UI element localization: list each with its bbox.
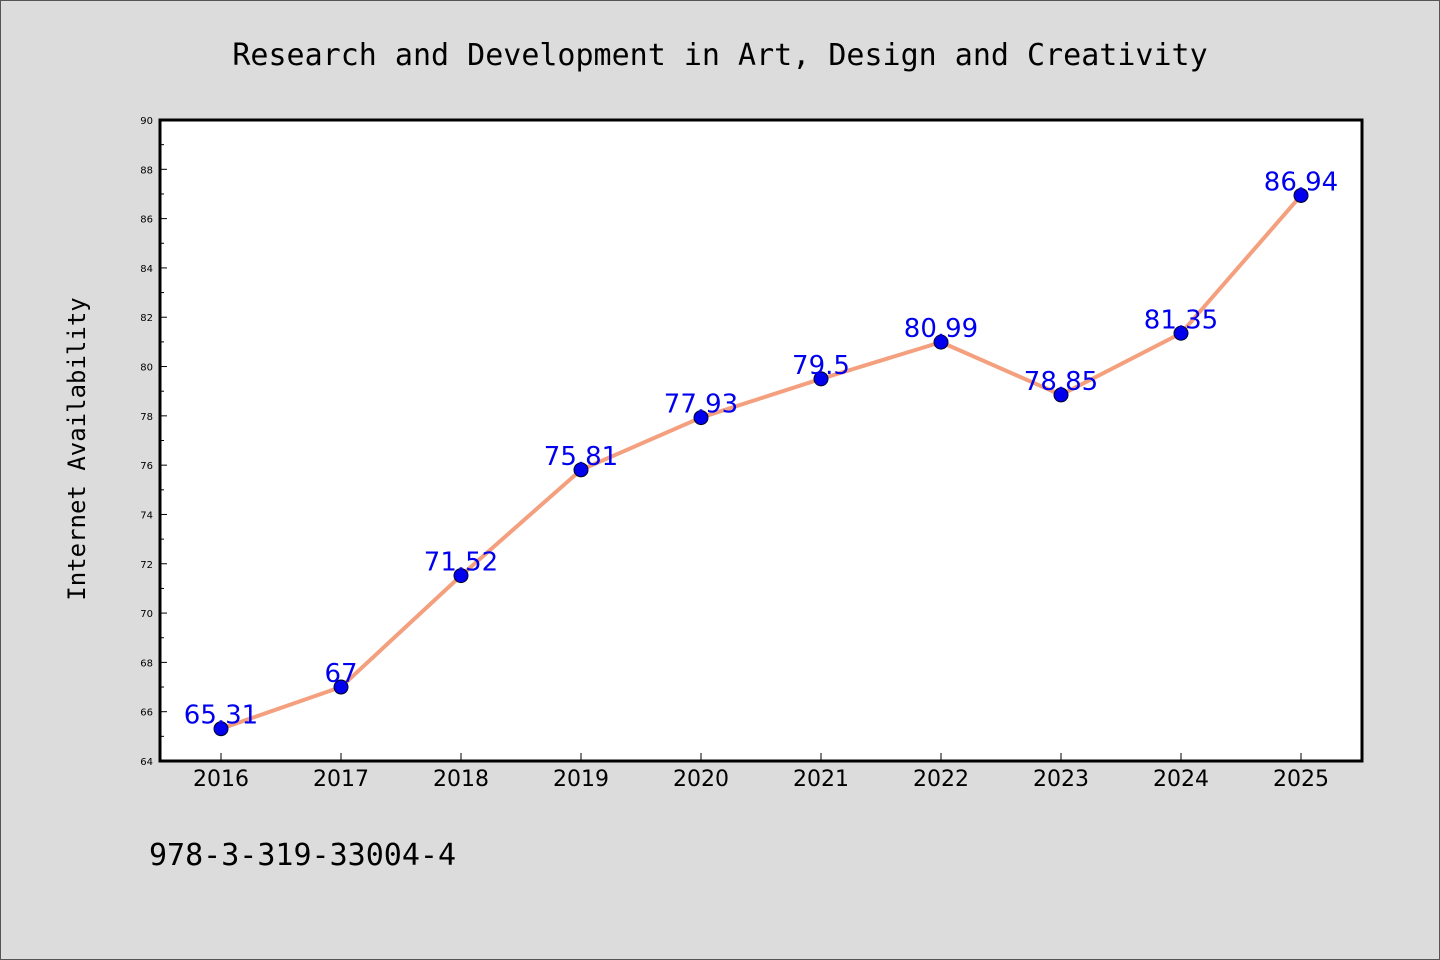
data-label: 79.5 (792, 351, 850, 381)
data-point (1053, 387, 1069, 403)
x-tick-label: 2025 (1273, 767, 1329, 792)
data-label: 65.31 (184, 701, 258, 731)
x-tick-label: 2017 (313, 767, 369, 792)
plot-frame (158, 118, 1364, 763)
data-label: 77.93 (664, 390, 738, 420)
y-axis-label: Internet Availability (63, 297, 91, 600)
data-point (933, 334, 949, 350)
data-label: 78.85 (1024, 367, 1098, 397)
y-tick-label: 72 (140, 560, 153, 571)
data-label: 80.99 (904, 314, 978, 344)
y-tick-label: 82 (140, 313, 153, 324)
x-tick-label: 2019 (553, 767, 609, 792)
y-tick-label: 74 (140, 510, 153, 521)
data-point (1293, 187, 1309, 203)
data-point (813, 371, 829, 387)
series-layer (213, 187, 1309, 737)
y-tick-label: 66 (140, 708, 153, 719)
y-tick-label: 86 (140, 215, 153, 226)
plot-area (160, 120, 1362, 761)
x-tick-label: 2020 (673, 767, 729, 792)
y-tick-label: 78 (140, 412, 153, 423)
data-point (333, 679, 349, 695)
data-point (213, 721, 229, 737)
data-label: 67 (324, 659, 357, 689)
data-point (693, 410, 709, 426)
series-line (219, 193, 1303, 731)
x-tick-label: 2021 (793, 767, 849, 792)
data-point (573, 462, 589, 478)
data-label: 75.81 (544, 442, 618, 472)
x-tick-label: 2018 (433, 767, 489, 792)
y-tick-label: 90 (140, 116, 153, 127)
footer-isbn: 978-3-319-33004-4 (149, 838, 456, 873)
y-tick-label: 80 (140, 363, 153, 374)
y-tick-label: 84 (140, 264, 153, 275)
x-tick-label: 2022 (913, 767, 969, 792)
x-axis-ticks: 2016 2017 2018 2019 2020 2021 2022 2023 2024 2025 (193, 753, 1329, 792)
y-tick-label: 70 (140, 609, 153, 620)
data-point (453, 568, 469, 584)
y-tick-label: 64 (140, 757, 153, 768)
data-point (1173, 325, 1189, 341)
x-tick-label: 2023 (1033, 767, 1089, 792)
y-tick-label: 88 (140, 165, 153, 176)
data-label: 86.94 (1264, 167, 1338, 197)
x-tick-label: 2016 (193, 767, 249, 792)
data-label-layer: 65.31 67 71.52 75.81 77.93 79.5 80.99 78.85 81.3… (184, 167, 1338, 730)
x-tick-label: 2024 (1153, 767, 1209, 792)
y-tick-label: 68 (140, 658, 153, 669)
data-label: 71.52 (424, 548, 498, 578)
y-tick-label: 76 (140, 461, 153, 472)
data-label: 81.35 (1144, 305, 1218, 335)
chart-title: Research and Development in Art, Design … (232, 38, 1207, 73)
